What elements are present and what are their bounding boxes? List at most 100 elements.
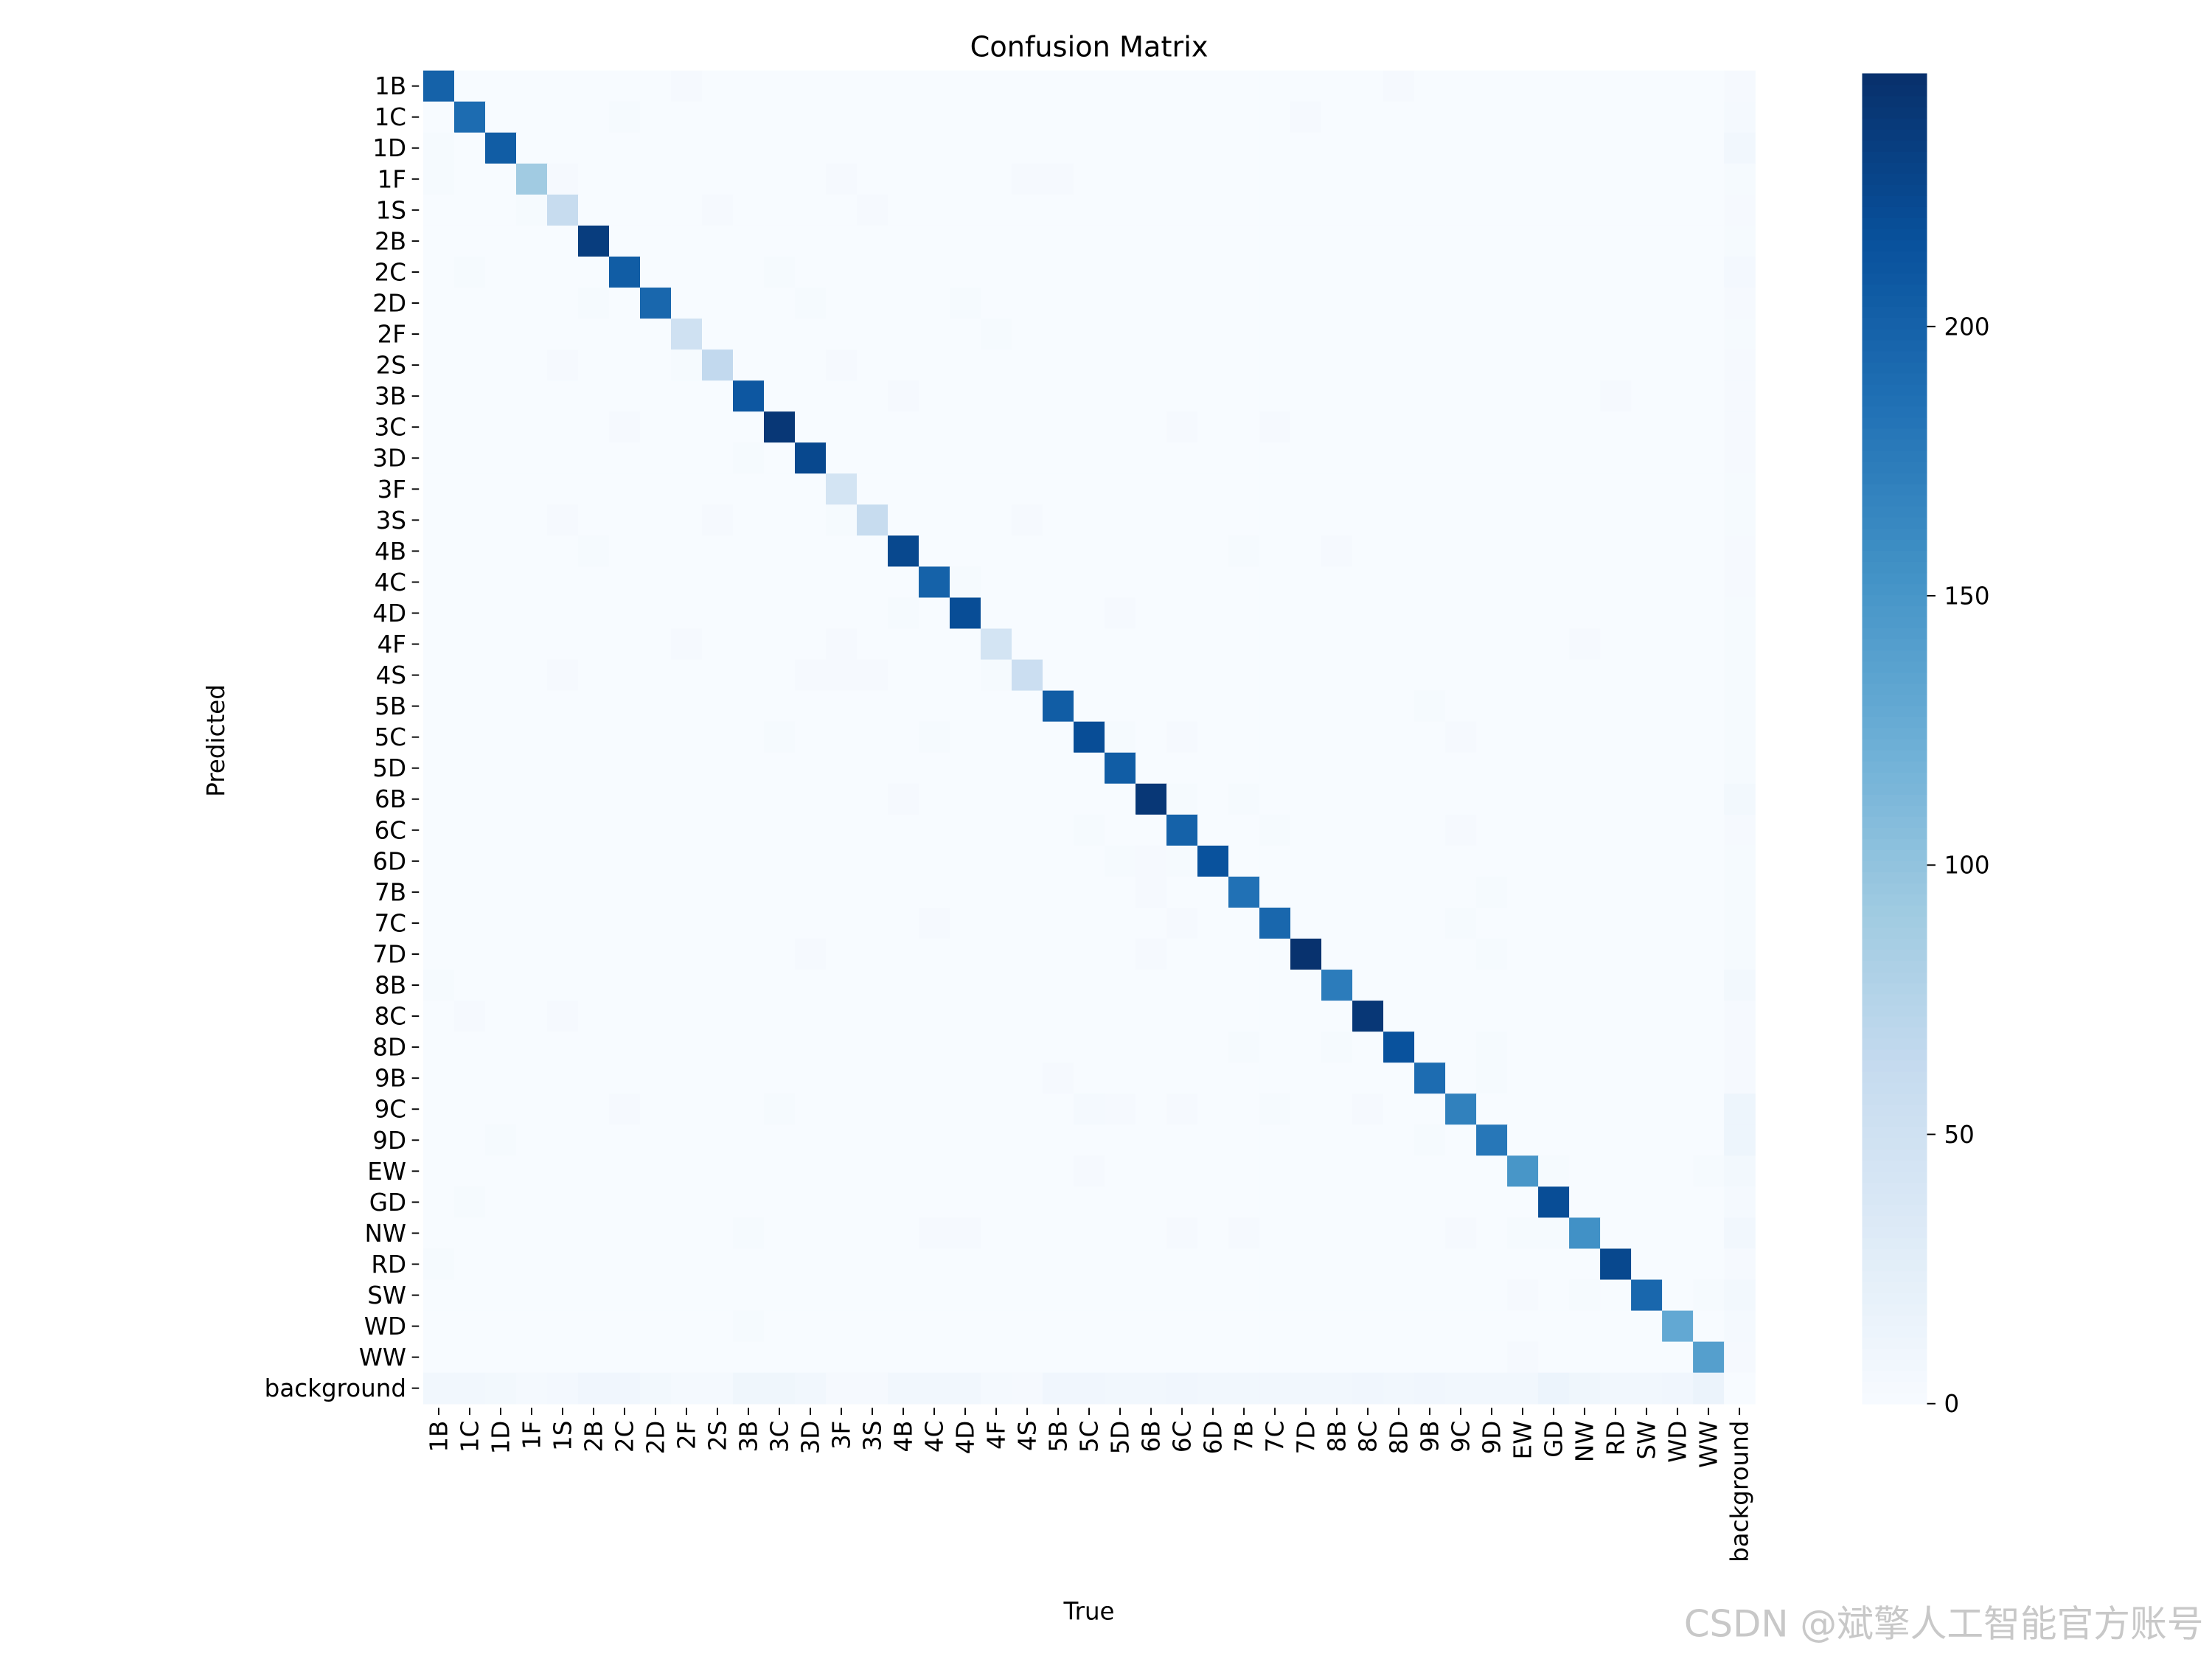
cell xyxy=(422,721,455,754)
cell xyxy=(1043,504,1074,537)
cell xyxy=(1724,628,1756,661)
cell xyxy=(733,349,765,381)
cell xyxy=(1662,628,1694,661)
cell xyxy=(422,380,455,412)
cell xyxy=(1352,256,1384,288)
cell xyxy=(1414,442,1446,475)
cell xyxy=(1259,70,1291,102)
x-tick-label: background xyxy=(1726,1421,1754,1562)
cell xyxy=(1105,132,1136,164)
cell xyxy=(1259,1279,1291,1312)
cell xyxy=(702,1001,734,1032)
cell xyxy=(1383,690,1415,723)
colorbar-segment xyxy=(1862,916,1927,928)
cell xyxy=(1724,504,1756,537)
cell xyxy=(1259,845,1291,877)
cell xyxy=(639,1062,672,1094)
cell xyxy=(422,970,455,1001)
cell xyxy=(1631,721,1663,754)
cell xyxy=(1259,1124,1291,1157)
cell xyxy=(919,473,950,506)
cell xyxy=(764,504,796,537)
cell xyxy=(764,132,796,164)
cell xyxy=(764,970,796,1001)
cell xyxy=(1166,566,1198,599)
cell xyxy=(546,1217,579,1250)
cell xyxy=(888,783,919,815)
cell xyxy=(1600,938,1632,970)
cell xyxy=(453,225,486,257)
cell xyxy=(1166,442,1198,475)
cell xyxy=(1043,1062,1074,1094)
x-tick-label: 6D xyxy=(1200,1421,1228,1455)
cell xyxy=(826,1248,858,1281)
cell xyxy=(826,132,858,164)
cell xyxy=(826,752,858,785)
y-tick-label: 3S xyxy=(376,507,406,535)
cell xyxy=(1290,876,1322,908)
colorbar-tick-label: 150 xyxy=(1944,582,1989,611)
cell xyxy=(1631,1001,1663,1032)
cell xyxy=(1631,597,1663,630)
cell xyxy=(484,1279,517,1312)
cell xyxy=(1445,845,1477,877)
cell xyxy=(1135,1279,1167,1312)
cell xyxy=(950,1062,981,1094)
cell xyxy=(515,907,548,939)
cell xyxy=(1228,101,1260,133)
colorbar-segment xyxy=(1862,815,1927,828)
cell xyxy=(1414,721,1446,754)
cell xyxy=(1445,1001,1477,1032)
cell xyxy=(1445,101,1477,133)
cell xyxy=(1259,1248,1291,1281)
cell xyxy=(1662,690,1694,723)
cell xyxy=(919,907,950,939)
colorbar-segment xyxy=(1862,128,1927,141)
cell xyxy=(546,380,579,412)
cell xyxy=(422,690,455,723)
cell xyxy=(1631,1248,1663,1281)
cell xyxy=(671,256,703,288)
cell xyxy=(422,132,455,164)
cell xyxy=(764,225,796,257)
cell xyxy=(422,1310,455,1343)
cell xyxy=(1631,287,1663,319)
cell xyxy=(453,1310,486,1343)
cell xyxy=(608,690,641,723)
x-tick-label: 9D xyxy=(1478,1421,1506,1455)
cell xyxy=(857,814,888,846)
cell xyxy=(1600,70,1632,102)
cell xyxy=(1569,814,1601,846)
cell xyxy=(1166,907,1198,939)
cell xyxy=(1228,504,1260,537)
cell xyxy=(1135,132,1167,164)
cell xyxy=(795,597,827,630)
cell xyxy=(1383,1093,1415,1126)
cell xyxy=(1259,1217,1291,1250)
cell xyxy=(546,194,579,226)
cell xyxy=(1507,1217,1539,1250)
cell xyxy=(1569,1001,1601,1032)
cell xyxy=(857,1124,888,1157)
cell xyxy=(1631,1341,1663,1374)
cell xyxy=(1724,1310,1756,1343)
cell xyxy=(422,504,455,537)
cell xyxy=(826,349,858,381)
cell xyxy=(422,473,455,506)
cell xyxy=(1693,380,1725,412)
cell xyxy=(1135,938,1167,970)
cell xyxy=(764,319,796,350)
cell xyxy=(1228,783,1260,815)
cell xyxy=(1507,1372,1539,1405)
cell xyxy=(546,411,579,443)
cell xyxy=(1600,194,1632,226)
cell xyxy=(1631,473,1663,506)
cell xyxy=(1383,1341,1415,1374)
y-tick-label: 3F xyxy=(378,476,406,504)
cell xyxy=(1105,70,1136,102)
cell xyxy=(1476,349,1508,381)
cell xyxy=(1290,1093,1322,1126)
cell xyxy=(919,628,950,661)
x-axis-label: True xyxy=(1063,1597,1115,1625)
cell xyxy=(1321,319,1353,350)
